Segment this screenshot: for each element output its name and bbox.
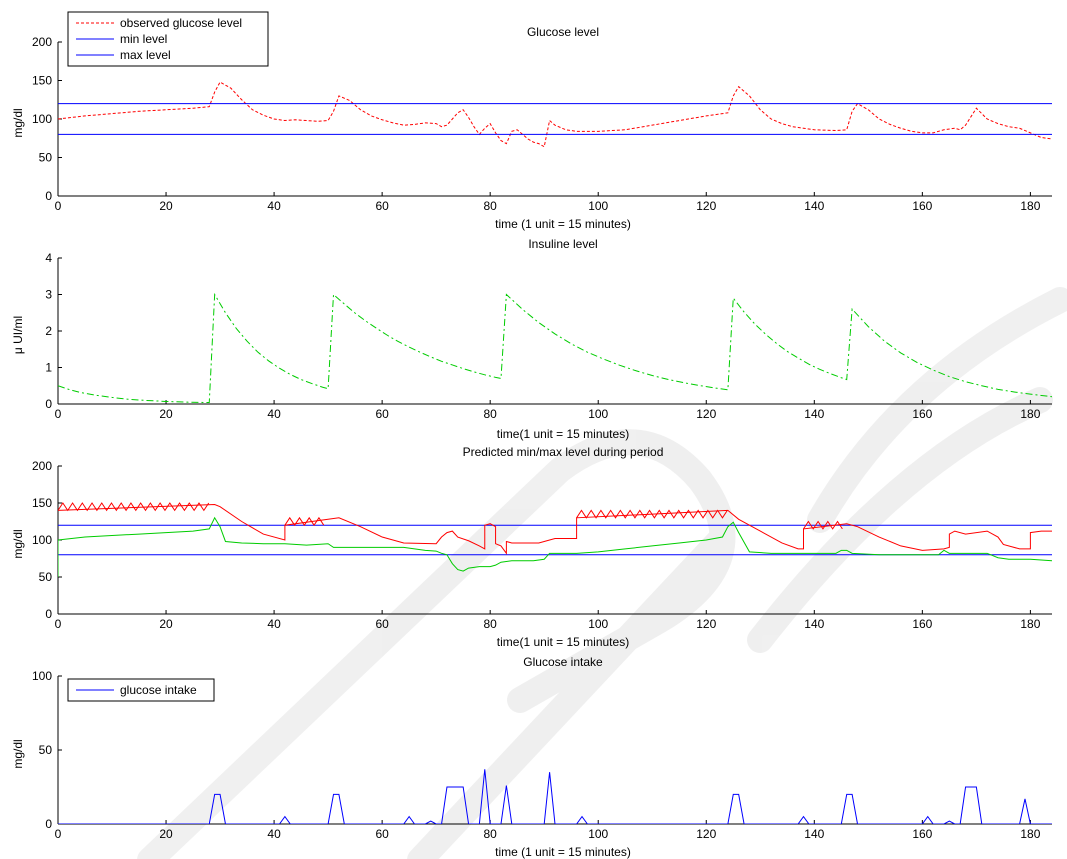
chart-glucose: 0 20 40 60 80 100 120 140 160 180 0 50 100 150 200 Gluc… [11, 11, 1052, 231]
x-tick-label: 180 [1020, 199, 1040, 213]
y-tick-label: 0 [45, 189, 52, 203]
y-tick-label: 1 [45, 361, 52, 375]
x-tick-label: 40 [267, 199, 281, 213]
x-tick-label: 140 [804, 407, 824, 421]
y-tick-label: 100 [32, 112, 52, 126]
chart-title: Glucose level [527, 25, 599, 39]
x-tick-label: 80 [483, 407, 497, 421]
x-tick-label: 160 [912, 827, 932, 841]
chart-title: Predicted min/max level during period [463, 445, 664, 459]
series-line-glucose-intake [58, 769, 1052, 824]
y-tick-label: 50 [39, 151, 53, 165]
series-zigzag [803, 520, 843, 530]
plot-area [58, 769, 1052, 824]
x-tick-label: 0 [55, 199, 62, 213]
x-axis-label: time(1 unit = 15 minutes) [497, 427, 629, 441]
plot-area [58, 502, 1052, 577]
y-tick-label: 150 [32, 496, 52, 510]
y-axis-label: mg/dl [11, 739, 25, 768]
series-line-predicted-1 [58, 516, 1052, 577]
watermark-shape [807, 287, 1067, 533]
chart-title: Insuline level [528, 237, 597, 251]
x-tick-label: 160 [912, 617, 932, 631]
x-tick-label: 100 [588, 199, 608, 213]
x-tick-label: 180 [1020, 827, 1040, 841]
y-tick-label: 3 [45, 288, 52, 302]
x-tick-label: 140 [804, 199, 824, 213]
x-tick-label: 120 [696, 407, 716, 421]
chart-intake: 0 20 40 60 80 100 120 140 160 180 0 50 100 Glucose in… [11, 655, 1052, 859]
x-tick-label: 40 [267, 617, 281, 631]
x-tick-label: 80 [483, 199, 497, 213]
x-tick-label: 100 [588, 407, 608, 421]
x-tick-label: 40 [267, 827, 281, 841]
legend-label: max level [120, 48, 171, 62]
x-tick-label: 180 [1020, 407, 1040, 421]
chart-predicted: 0 20 40 60 80 100 120 140 160 180 0 50 100 150 200 Pred… [11, 445, 1052, 649]
x-tick-label: 0 [55, 827, 62, 841]
plot-area [58, 81, 1052, 148]
series-line-insulin-0 [58, 292, 1052, 404]
y-tick-label: 50 [39, 743, 53, 757]
x-tick-label: 20 [159, 199, 173, 213]
x-axis-label: time (1 unit = 15 minutes) [495, 845, 631, 859]
y-tick-label: 4 [45, 251, 52, 265]
plot-area [58, 292, 1052, 404]
watermark-shape [137, 429, 736, 859]
x-tick-label: 60 [375, 827, 389, 841]
y-axis-label: μ UI/ml [11, 316, 25, 354]
y-axis-label: mg/dl [11, 108, 25, 137]
y-axis-label: mg/dl [11, 529, 25, 558]
x-tick-label: 0 [55, 617, 62, 631]
y-tick-label: 100 [32, 669, 52, 683]
x-tick-label: 160 [912, 199, 932, 213]
x-tick-label: 140 [804, 617, 824, 631]
x-tick-label: 60 [375, 617, 389, 631]
x-tick-label: 0 [55, 407, 62, 421]
legend-label: observed glucose level [120, 16, 242, 30]
x-tick-label: 120 [696, 827, 716, 841]
y-tick-label: 150 [32, 74, 52, 88]
y-tick-label: 200 [32, 35, 52, 49]
x-tick-label: 80 [483, 827, 497, 841]
chart-title: Glucose intake [523, 655, 603, 669]
legend-label: glucose intake [120, 683, 197, 697]
x-tick-label: 60 [375, 407, 389, 421]
x-tick-label: 180 [1020, 617, 1040, 631]
x-tick-label: 120 [696, 617, 716, 631]
y-tick-label: 0 [45, 817, 52, 831]
x-tick-label: 160 [912, 407, 932, 421]
x-tick-label: 140 [804, 827, 824, 841]
x-axis-label: time(1 unit = 15 minutes) [497, 635, 629, 649]
x-axis-label: time (1 unit = 15 minutes) [495, 217, 631, 231]
legend-label: min level [120, 32, 167, 46]
x-tick-label: 100 [588, 617, 608, 631]
x-tick-label: 20 [159, 407, 173, 421]
x-tick-label: 40 [267, 407, 281, 421]
series-line-observed-glucose-level [58, 81, 1052, 148]
x-tick-label: 20 [159, 617, 173, 631]
x-tick-label: 100 [588, 827, 608, 841]
x-tick-label: 80 [483, 617, 497, 631]
series-line-predicted-0 [58, 503, 1052, 555]
legend: glucose intake [67, 678, 215, 702]
legend-box [67, 678, 215, 702]
series-zigzag [58, 502, 210, 512]
y-tick-label: 50 [39, 570, 53, 584]
y-tick-label: 100 [32, 533, 52, 547]
x-tick-label: 20 [159, 827, 173, 841]
chart-insulin: 0 20 40 60 80 100 120 140 160 180 0 1 2 3 4 Insuline le… [11, 237, 1052, 441]
y-tick-label: 200 [32, 459, 52, 473]
watermark-shape [407, 527, 733, 859]
watermark-layer [137, 287, 1067, 859]
x-tick-label: 120 [696, 199, 716, 213]
y-tick-label: 0 [45, 397, 52, 411]
x-tick-label: 60 [375, 199, 389, 213]
legend: observed glucose level min level max level [67, 11, 269, 67]
watermark-shape [747, 387, 1053, 653]
y-tick-label: 0 [45, 607, 52, 621]
y-tick-label: 2 [45, 324, 52, 338]
